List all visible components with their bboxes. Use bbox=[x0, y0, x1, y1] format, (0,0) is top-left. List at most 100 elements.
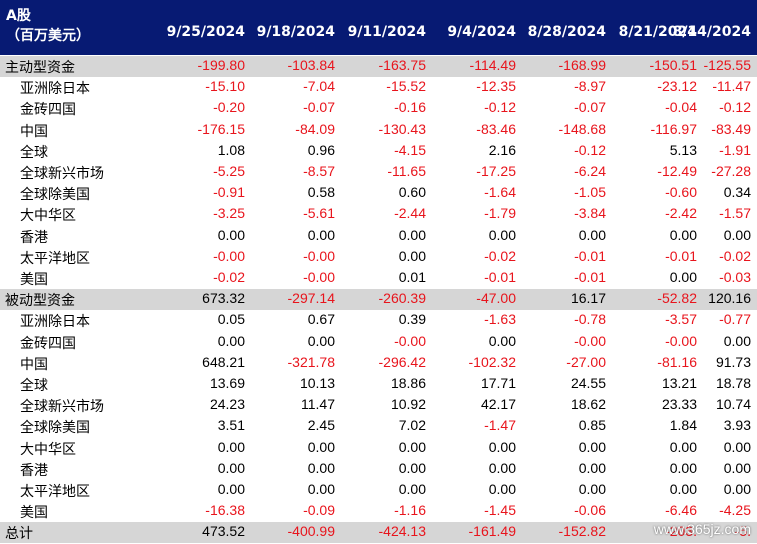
row-label: 太平洋地区 bbox=[20, 250, 90, 267]
table-cell: -1.64 bbox=[484, 184, 516, 201]
table-cell: 0.00 bbox=[488, 438, 516, 455]
row-label: 香港 bbox=[20, 462, 48, 479]
table-cell: 0.00 bbox=[307, 438, 335, 455]
table-cell: -17.25 bbox=[476, 163, 516, 179]
table-cell: -52.82 bbox=[657, 290, 697, 307]
table-cell: -148.68 bbox=[558, 120, 606, 137]
table-cell: 0.00 bbox=[398, 226, 426, 243]
table-cell: 13.69 bbox=[209, 375, 245, 391]
table-cell: 0.01 bbox=[398, 269, 426, 285]
table-cell: -0.07 bbox=[303, 99, 335, 116]
table-cell: -0.02 bbox=[719, 247, 751, 264]
table-cell: 0.00 bbox=[578, 481, 606, 497]
table-cell: 23.33 bbox=[661, 396, 697, 413]
table-cell: -12.49 bbox=[657, 163, 697, 179]
header-unit: （百万美元） bbox=[6, 28, 90, 44]
table-row: 大中华区 -3.25 -5.61 -2.44 -1.79 -3.84 -2.42 -1.57 bbox=[0, 204, 757, 225]
table-cell: 18.78 bbox=[715, 375, 751, 391]
table-cell: 42.17 bbox=[480, 396, 516, 413]
table-row: 亚洲除日本 0.05 0.67 0.39 -1.63 -0.78 -3.57 -0.77 bbox=[0, 310, 757, 331]
table-cell: -0.77 bbox=[719, 311, 751, 328]
table-cell: 0.00 bbox=[217, 459, 245, 476]
row-label: 中国 bbox=[20, 356, 48, 373]
row-label: 全球新兴市场 bbox=[20, 399, 104, 416]
table-row: 香港 0.00 0.00 0.00 0.00 0.00 0.00 0.00 bbox=[0, 226, 757, 247]
row-label: 被动型资金 bbox=[5, 293, 75, 310]
column-header-date: 9/18/2024 bbox=[256, 24, 335, 40]
table-cell: 0.58 bbox=[307, 184, 335, 201]
table-cell: 0.00 bbox=[488, 332, 516, 349]
table-cell: 24.23 bbox=[209, 396, 245, 413]
table-cell: -5.61 bbox=[303, 205, 335, 222]
table-cell: -0.01 bbox=[574, 247, 606, 264]
table-row: 美国 -16.38 -0.09 -1.16 -1.45 -0.06 -6.46 -4.25 bbox=[0, 501, 757, 522]
table-cell: 0.39 bbox=[398, 311, 426, 328]
table-cell: -0.02 bbox=[484, 247, 516, 264]
row-label: 太平洋地区 bbox=[20, 484, 90, 500]
table-cell: -3.84 bbox=[574, 205, 606, 222]
table-cell: 10.92 bbox=[390, 396, 426, 413]
row-label: 全球 bbox=[20, 144, 48, 161]
table-cell: -15.52 bbox=[386, 78, 426, 95]
table-cell: -1.57 bbox=[719, 205, 751, 222]
table-cell: -0.12 bbox=[574, 141, 606, 158]
table-cell: -163.75 bbox=[378, 57, 426, 73]
row-label: 亚洲除日本 bbox=[20, 314, 90, 331]
table-row: 亚洲除日本 -15.10 -7.04 -15.52 -12.35 -8.97 -23.12-… bbox=[0, 77, 757, 98]
table-cell: 24.55 bbox=[570, 375, 606, 391]
table-cell: -0.91 bbox=[213, 184, 245, 201]
table-cell: 0.00 bbox=[723, 332, 751, 349]
row-label: 美国 bbox=[20, 505, 48, 522]
table-cell: -103.84 bbox=[287, 57, 335, 73]
table-cell: -0.12 bbox=[719, 99, 751, 116]
table-cell: -152.82 bbox=[558, 523, 606, 540]
table-cell: -168.99 bbox=[558, 57, 606, 73]
row-label: 主动型资金 bbox=[5, 60, 75, 76]
table-cell: -130.43 bbox=[378, 120, 426, 137]
table-cell: -0.07 bbox=[574, 99, 606, 116]
table-row: 金砖四国 0.00 0.00 -0.00 0.00 -0.00 -0.00 0.00 bbox=[0, 332, 757, 353]
column-header-date: 8/21/2024 bbox=[618, 24, 697, 40]
table-cell: 0.00 bbox=[307, 332, 335, 349]
table-cell: -2.42 bbox=[665, 205, 697, 222]
header-title: A股 bbox=[6, 8, 31, 24]
table-cell: 0.00 bbox=[723, 226, 751, 243]
table-row: 美国 -0.02 -0.00 0.01 -0.01 -0.01 0.00 -0.03 bbox=[0, 268, 757, 289]
table-cell: 3.93 bbox=[723, 417, 751, 434]
table-cell: -0.01 bbox=[574, 269, 606, 285]
table-cell: -0.01 bbox=[484, 269, 516, 285]
table-cell: -125.55 bbox=[703, 57, 751, 73]
table-section-row: 总计 473.52 -400.99 -424.13 -161.49 -152.82 -203… bbox=[0, 522, 757, 544]
table-cell: 0.00 bbox=[669, 226, 697, 243]
table-cell: -27.00 bbox=[566, 353, 606, 370]
table-cell: 10.74 bbox=[715, 396, 751, 413]
table-header: A股 （百万美元） 9/25/2024 9/18/2024 9/11/2024 9/4… bbox=[0, 0, 757, 55]
table-cell: -23.12 bbox=[657, 78, 697, 95]
table-cell: -424.13 bbox=[378, 523, 426, 540]
table-cell: -7.04 bbox=[303, 78, 335, 95]
table-cell: -12.35 bbox=[476, 78, 516, 95]
table-cell: 673.32 bbox=[202, 290, 245, 307]
table-cell: -1.16 bbox=[394, 502, 426, 519]
table-cell: 91.73 bbox=[715, 353, 751, 370]
header-corner: A股 （百万美元） bbox=[6, 6, 90, 46]
table-cell: -114.49 bbox=[469, 57, 516, 73]
table-cell: 16.17 bbox=[570, 290, 606, 307]
table-cell: 18.62 bbox=[570, 396, 606, 413]
table-cell: 0.00 bbox=[217, 226, 245, 243]
table-cell: -2.44 bbox=[394, 205, 426, 222]
table-cell: -0.00 bbox=[213, 247, 245, 264]
table-cell: 0.00 bbox=[669, 459, 697, 476]
table-cell: -8.57 bbox=[303, 163, 335, 179]
table-cell: -5. bbox=[734, 523, 751, 540]
table-cell: 0.00 bbox=[217, 481, 245, 497]
table-section-row: 被动型资金 673.32 -297.14 -260.39 -47.00 16.17 -52.… bbox=[0, 289, 757, 311]
table-row: 全球 13.69 10.13 18.86 17.71 24.55 13.21 18.78 bbox=[0, 374, 757, 395]
table-cell: -0.20 bbox=[213, 99, 245, 116]
table-cell: -116.97 bbox=[650, 120, 697, 137]
table-cell: -0.00 bbox=[394, 332, 426, 349]
table-cell: 0.00 bbox=[398, 459, 426, 476]
table-cell: 0.00 bbox=[488, 226, 516, 243]
table-cell: 0.00 bbox=[669, 438, 697, 455]
table-cell: 0.00 bbox=[307, 226, 335, 243]
